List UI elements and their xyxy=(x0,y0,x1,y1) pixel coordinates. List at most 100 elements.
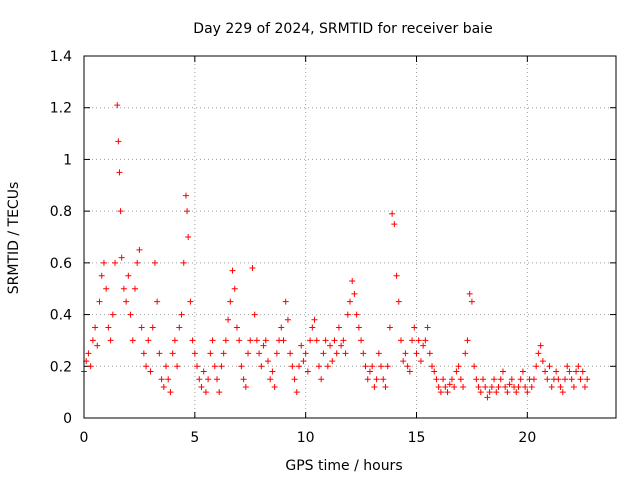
data-point xyxy=(178,311,185,318)
data-point xyxy=(358,337,365,344)
data-point xyxy=(355,324,362,331)
data-point xyxy=(149,324,156,331)
data-point xyxy=(349,277,356,284)
y-tick-label: 0.4 xyxy=(50,308,72,324)
data-point xyxy=(528,383,535,390)
data-point xyxy=(453,368,460,375)
y-tick-label: 0.8 xyxy=(50,204,72,220)
data-markers xyxy=(81,102,591,401)
data-point xyxy=(167,389,174,396)
data-point xyxy=(198,383,205,390)
data-point xyxy=(553,368,560,375)
data-point xyxy=(313,337,320,344)
data-point xyxy=(497,376,504,383)
data-point xyxy=(530,376,537,383)
data-point xyxy=(440,376,447,383)
data-point xyxy=(225,316,232,323)
data-point xyxy=(307,337,314,344)
x-tick-label: 10 xyxy=(297,430,315,446)
y-tick-label: 1.4 xyxy=(50,49,72,65)
data-point xyxy=(448,376,455,383)
data-point xyxy=(482,383,489,390)
data-point xyxy=(342,350,349,357)
data-point xyxy=(437,389,444,396)
data-point xyxy=(256,350,263,357)
data-point xyxy=(375,350,382,357)
data-point xyxy=(329,358,336,365)
data-point xyxy=(566,368,573,375)
data-point xyxy=(340,337,347,344)
data-point xyxy=(260,342,267,349)
x-axis-ticks: 0 5 10 15 20 xyxy=(80,56,536,446)
data-point xyxy=(174,363,181,370)
data-point xyxy=(415,337,422,344)
data-point xyxy=(559,389,566,396)
data-point xyxy=(433,376,440,383)
data-point xyxy=(426,350,433,357)
data-point xyxy=(331,337,338,344)
data-point xyxy=(517,376,524,383)
data-point xyxy=(143,363,150,370)
y-axis-label: SRMTID / TECUs xyxy=(6,182,22,295)
data-point xyxy=(216,389,223,396)
data-point xyxy=(291,376,298,383)
y-axis-ticks: 0 0.2 0.4 0.6 0.8 1 1.2 1.4 xyxy=(50,49,616,427)
data-point xyxy=(351,290,358,297)
data-point xyxy=(393,272,400,279)
data-point xyxy=(429,363,436,370)
data-point xyxy=(196,376,203,383)
data-point xyxy=(584,376,591,383)
data-point xyxy=(424,324,431,331)
data-point xyxy=(242,383,249,390)
data-point xyxy=(493,389,500,396)
data-point xyxy=(287,350,294,357)
data-point xyxy=(220,350,227,357)
data-point xyxy=(324,363,331,370)
data-point xyxy=(269,368,276,375)
data-point xyxy=(579,368,586,375)
data-point xyxy=(389,210,396,217)
data-point xyxy=(187,298,194,305)
y-tick-label: 1 xyxy=(63,152,72,168)
data-point xyxy=(107,337,114,344)
data-point xyxy=(309,324,316,331)
data-point xyxy=(229,267,236,274)
data-point xyxy=(369,363,376,370)
data-point xyxy=(249,265,256,272)
data-point xyxy=(251,311,258,318)
data-point xyxy=(524,389,531,396)
data-point xyxy=(468,298,475,305)
x-tick-label: 15 xyxy=(408,430,426,446)
data-point xyxy=(397,337,404,344)
data-point xyxy=(464,337,471,344)
data-point xyxy=(455,363,462,370)
data-point xyxy=(544,376,551,383)
data-point xyxy=(127,311,134,318)
data-point xyxy=(267,376,274,383)
data-point xyxy=(373,376,380,383)
data-point xyxy=(502,383,509,390)
data-point xyxy=(125,272,132,279)
data-point xyxy=(209,337,216,344)
data-point xyxy=(131,285,138,292)
data-point xyxy=(406,368,413,375)
data-point xyxy=(575,363,582,370)
data-point xyxy=(460,383,467,390)
data-point xyxy=(94,342,101,349)
data-point xyxy=(236,337,243,344)
data-point xyxy=(568,376,575,383)
data-point xyxy=(222,337,229,344)
chart-title: Day 229 of 2024, SRMTID for receiver bai… xyxy=(193,21,492,37)
data-point xyxy=(311,316,318,323)
data-point xyxy=(555,376,562,383)
data-point xyxy=(109,311,116,318)
data-point xyxy=(386,324,393,331)
data-point xyxy=(289,363,296,370)
data-point xyxy=(322,337,329,344)
data-point xyxy=(264,358,271,365)
data-point xyxy=(194,363,201,370)
data-point xyxy=(300,358,307,365)
data-point xyxy=(240,376,247,383)
data-point xyxy=(466,290,473,297)
x-tick-label: 5 xyxy=(190,430,199,446)
